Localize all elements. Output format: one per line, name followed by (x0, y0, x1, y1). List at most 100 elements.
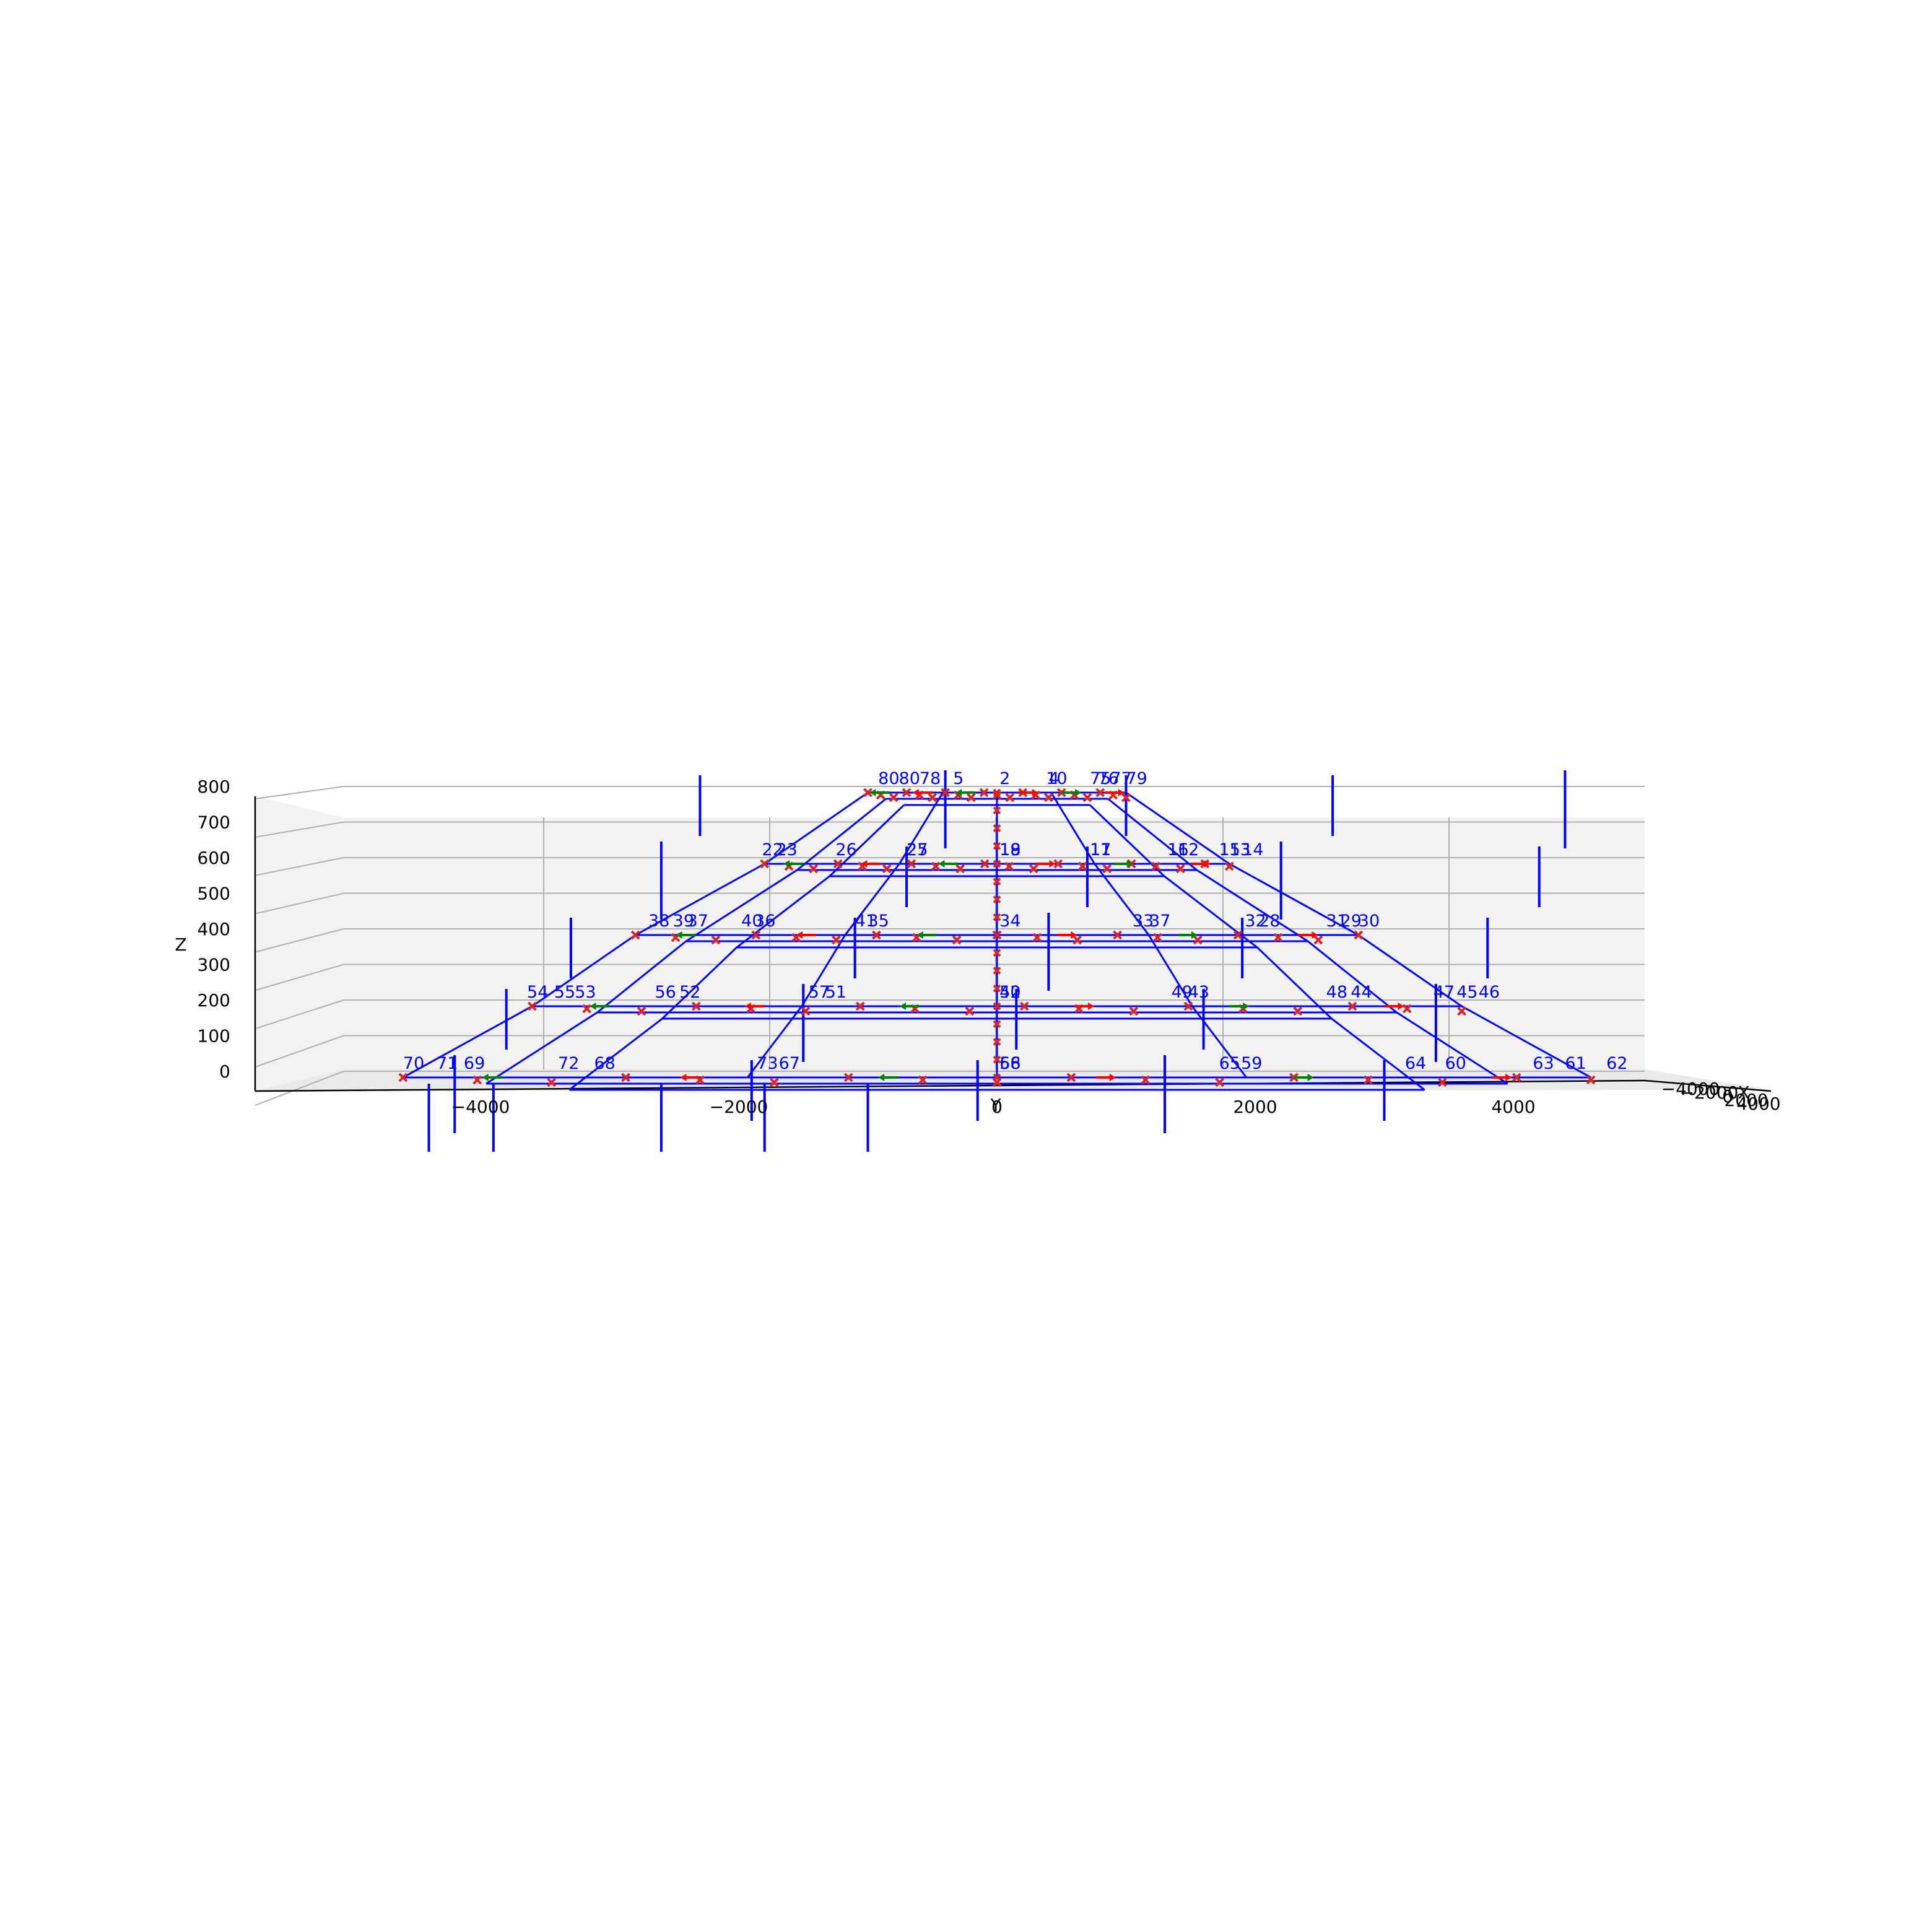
x-tick-label: −2000 (710, 1097, 768, 1117)
reaction-arrow-head (1032, 789, 1038, 796)
node-marker (1151, 861, 1161, 871)
reaction-arrow-head (783, 860, 790, 868)
node-label: 53 (575, 983, 596, 1002)
node-marker (1121, 793, 1131, 803)
z-tick-label: 500 (198, 884, 230, 904)
x-tick-label: 0 (991, 1097, 1003, 1117)
y-axis-line (1644, 1079, 1772, 1092)
node-marker (871, 930, 881, 940)
node-label: 76 (1098, 769, 1119, 788)
node-marker (1129, 1006, 1139, 1016)
node-marker (1043, 793, 1053, 803)
reaction-arrow-head (955, 789, 962, 796)
z-tick-label: 300 (198, 955, 230, 975)
node-label: 71 (437, 1054, 458, 1073)
node-label: 64 (1405, 1054, 1426, 1073)
grid-side-3 (255, 964, 344, 991)
node-label: 61 (1565, 1054, 1586, 1073)
z-tick-label: 700 (198, 812, 230, 833)
node-label: 30 (1359, 912, 1380, 931)
node-marker (1457, 1006, 1467, 1016)
reaction-arrow-head (878, 1074, 885, 1081)
node-marker (1073, 935, 1082, 945)
node-label: 62 (1606, 1054, 1627, 1073)
node-marker (907, 859, 916, 869)
reaction-arrow-head (938, 860, 945, 868)
reaction-arrow-head (1075, 789, 1082, 796)
node-label: 47 (1434, 983, 1455, 1002)
node-marker (769, 1077, 779, 1087)
node-marker (966, 793, 976, 803)
node-marker (809, 864, 819, 874)
node-marker (1053, 859, 1063, 869)
node-marker (1005, 793, 1015, 803)
node-marker-column (993, 842, 1001, 850)
y-tick-label: 0 (1722, 1086, 1733, 1107)
node-marker (1095, 788, 1105, 798)
y-tick-label: −2000 (1680, 1082, 1739, 1103)
y-tick-label: −4000 (1661, 1079, 1720, 1099)
node-marker (918, 1075, 928, 1085)
node-marker-column (993, 788, 1001, 797)
node-label: 13 (1229, 840, 1250, 859)
node-marker (1029, 864, 1038, 874)
z-tick-label: 600 (198, 848, 230, 868)
node-label: 63 (1533, 1054, 1554, 1073)
node-label: 44 (1351, 983, 1372, 1002)
node-label: 40 (741, 912, 762, 931)
node-label: 5 (953, 769, 964, 788)
node-marker (1102, 864, 1112, 874)
node-label: 59 (1241, 1054, 1262, 1073)
z-axis-title: Z (175, 934, 186, 955)
reaction-arrow-head (1088, 1003, 1095, 1010)
reaction-arrow-head (680, 1074, 687, 1081)
node-marker (965, 1006, 975, 1016)
reaction-arrow-head (1307, 1074, 1314, 1081)
node-marker (582, 1004, 592, 1014)
node-marker (691, 1001, 701, 1011)
node-label: 16 (1167, 840, 1188, 859)
reaction-arrow-head (482, 1074, 489, 1081)
node-marker (952, 935, 962, 945)
node-marker-column (993, 895, 1001, 903)
reaction-arrow-head (1071, 931, 1077, 939)
node-label: 42 (999, 983, 1020, 1002)
node-marker (863, 788, 872, 798)
node-marker (980, 859, 990, 869)
node-label: 52 (679, 983, 700, 1002)
z-tick-label: 0 (219, 1061, 230, 1082)
axis-lines (254, 796, 1772, 1092)
node-marker-column (993, 1055, 1001, 1064)
node-marker-column (993, 1073, 1001, 1082)
node-marker (1019, 1001, 1029, 1011)
node-marker (1224, 861, 1234, 871)
node-label: 48 (1326, 983, 1347, 1002)
node-label: 56 (655, 983, 676, 1002)
node-marker (992, 790, 1002, 800)
node-label: 4 (1048, 769, 1059, 788)
node-marker (527, 1001, 537, 1011)
node-marker (630, 930, 640, 940)
reaction-arrow-head (1109, 1074, 1116, 1081)
node-marker (882, 864, 892, 874)
grid-side-0 (255, 1071, 344, 1106)
reaction-arrow-head (796, 931, 803, 939)
member-inner-chord (1050, 792, 1248, 1078)
node-marker (1113, 930, 1123, 940)
node-marker (955, 864, 965, 874)
reaction-arrow-head (744, 1003, 751, 1010)
node-label: 70 (403, 1054, 424, 1073)
node-marker (941, 788, 951, 798)
node-label: 28 (1259, 912, 1280, 931)
node-marker (398, 1073, 408, 1082)
node-label: 11 (1090, 840, 1111, 859)
reaction-arrow-head (1191, 931, 1198, 939)
node-marker-column (993, 949, 1001, 957)
node-marker-column (993, 931, 1001, 939)
node-marker (801, 1006, 811, 1016)
node-label: 36 (754, 912, 775, 931)
node-marker (1193, 935, 1203, 945)
node-marker-column (993, 1002, 1001, 1011)
